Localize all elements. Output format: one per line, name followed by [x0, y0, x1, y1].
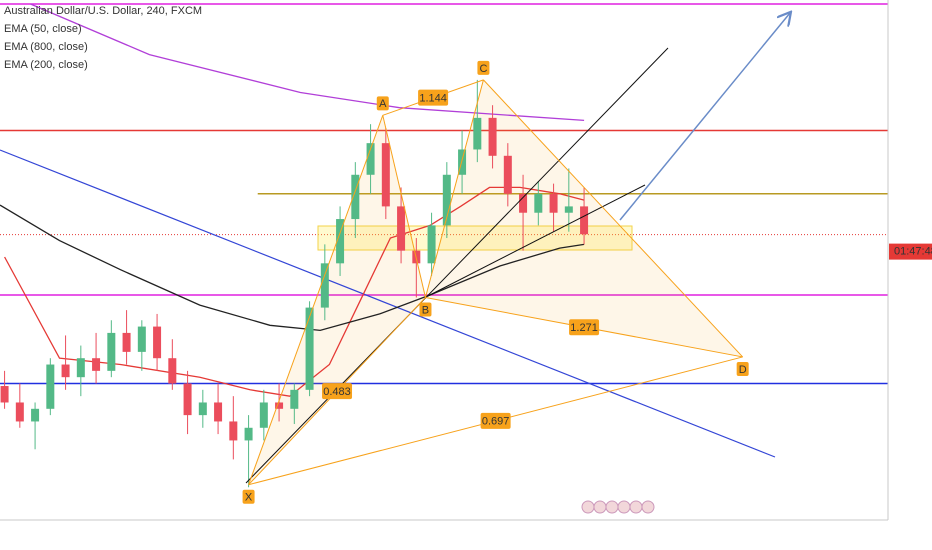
candle-body — [320, 263, 329, 308]
ratio-box — [569, 319, 600, 336]
candle-body — [473, 117, 482, 150]
ratio-label: 0.697 — [482, 416, 510, 428]
ratio-box — [418, 89, 449, 106]
candle-body — [519, 193, 528, 213]
candle-body — [183, 383, 192, 416]
point-label: B — [422, 304, 429, 316]
candle-body — [92, 358, 101, 371]
ratio-label: 1.144 — [419, 93, 447, 105]
candle-body — [31, 408, 40, 422]
candle-body — [564, 206, 573, 213]
candle-body — [198, 402, 207, 416]
highlight-zone — [317, 225, 633, 251]
legend-entry: EMA (200, close) — [4, 59, 88, 71]
countdown-box — [889, 243, 932, 260]
event-icon[interactable] — [629, 500, 643, 514]
ema-line — [30, 3, 585, 122]
candle-body — [244, 427, 253, 441]
pattern-leg — [382, 115, 426, 298]
candle-body — [366, 143, 375, 175]
candle-body — [229, 421, 238, 441]
event-icon[interactable] — [641, 500, 655, 514]
ratio-label: 1.271 — [570, 322, 598, 334]
candle-body — [580, 206, 589, 235]
countdown: 01:47:48 — [894, 246, 932, 258]
point-box — [242, 489, 255, 504]
candle-body — [214, 402, 223, 422]
event-icon[interactable] — [617, 500, 631, 514]
ratio-label: 0.483 — [323, 386, 351, 398]
candle-body — [336, 219, 345, 264]
chart-title: Australian Dollar/U.S. Dollar, 240, FXCM — [4, 5, 202, 17]
trend-line — [245, 47, 669, 484]
projection-arrow — [619, 13, 790, 221]
candle-body — [381, 143, 390, 207]
candle-body — [458, 149, 467, 175]
candle-body — [534, 193, 543, 213]
candle-body — [76, 358, 85, 378]
pattern-leg — [424, 79, 484, 298]
candle-body — [351, 174, 360, 220]
candle-body — [46, 364, 55, 409]
candle-body — [107, 332, 116, 371]
point-box — [376, 96, 389, 111]
point-label: D — [739, 364, 747, 376]
legend-entry: EMA (800, close) — [4, 41, 88, 53]
candle-body — [397, 206, 406, 251]
point-label: A — [379, 98, 387, 110]
point-label: C — [479, 63, 487, 75]
ratio-box — [322, 383, 353, 400]
trend-line — [0, 149, 776, 458]
point-box — [736, 361, 749, 376]
candle-body — [122, 332, 131, 352]
pattern-leg — [483, 79, 744, 358]
candle-body — [259, 402, 268, 428]
candle-body — [153, 326, 162, 359]
candle-body — [503, 155, 512, 194]
point-label: X — [245, 492, 253, 504]
pattern-leg — [248, 115, 384, 485]
candle-body — [15, 402, 24, 422]
point-box — [477, 60, 490, 75]
candle-body — [275, 402, 284, 409]
trend-line — [425, 184, 646, 298]
candle-body — [61, 364, 70, 378]
price-axis-panel — [888, 0, 932, 550]
candle-body — [137, 326, 146, 352]
legend-entry: EMA (50, close) — [4, 23, 82, 35]
event-icons — [581, 500, 655, 514]
event-icon[interactable] — [593, 500, 607, 514]
candle-body — [488, 117, 497, 156]
event-icon[interactable] — [581, 500, 595, 514]
candle-body — [290, 389, 299, 409]
point-box — [419, 302, 432, 317]
candle-body — [168, 358, 177, 384]
candle-body — [549, 193, 558, 213]
ratio-box — [480, 412, 511, 429]
candle-body — [442, 174, 451, 226]
event-icon[interactable] — [605, 500, 619, 514]
candle-body — [305, 307, 314, 390]
candle-body — [0, 386, 9, 403]
ema-line — [0, 204, 585, 332]
candle-body — [427, 225, 436, 264]
